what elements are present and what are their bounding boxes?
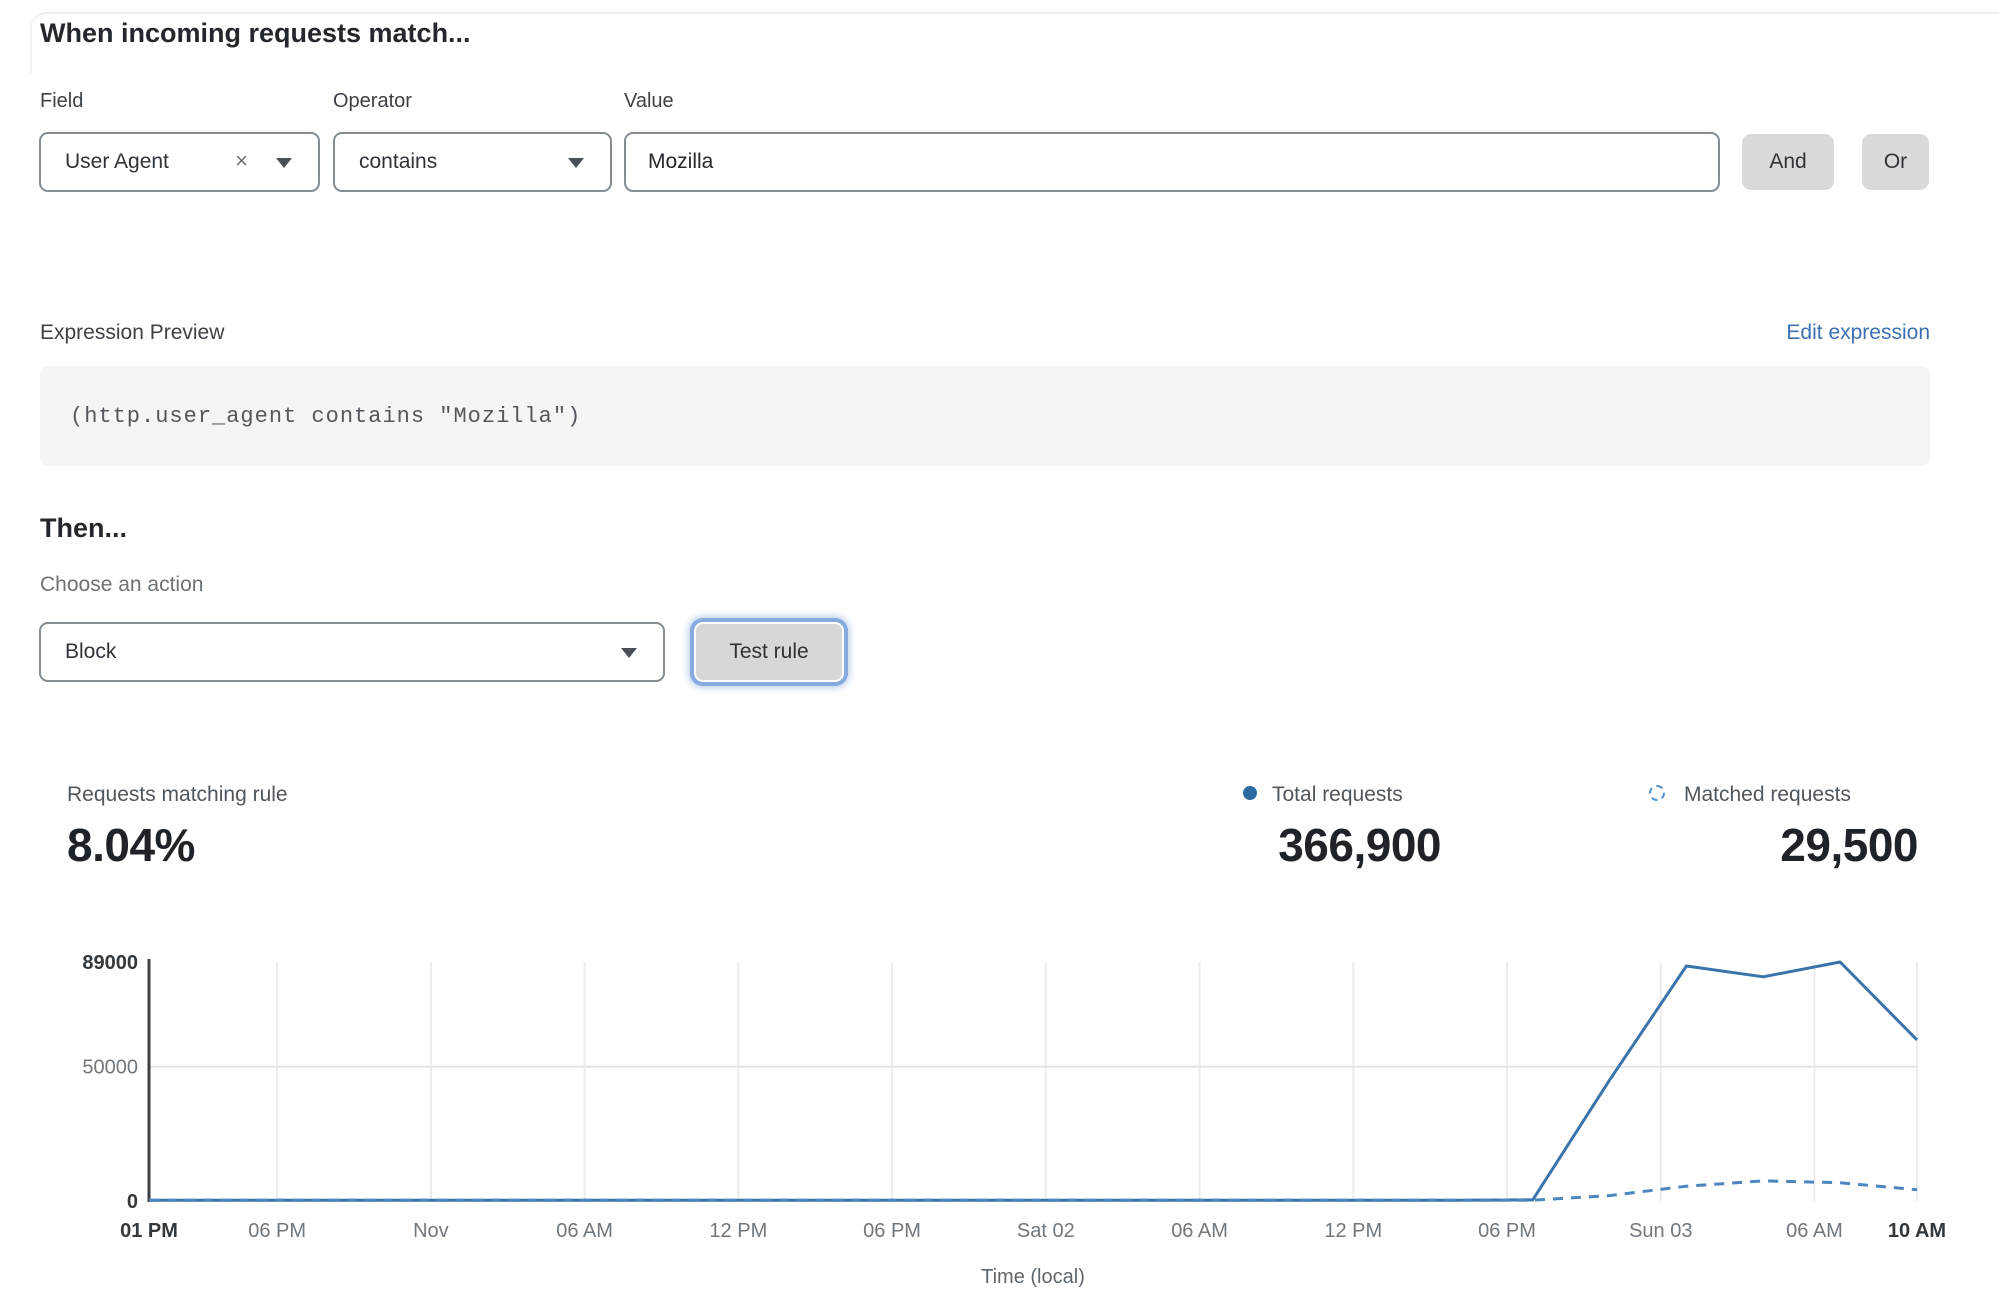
test-rule-button[interactable]: Test rule xyxy=(694,622,844,682)
x-tick-label: 06 AM xyxy=(1171,1220,1228,1242)
field-dropdown[interactable]: User Agent × xyxy=(39,132,320,192)
x-tick-label: 06 AM xyxy=(556,1220,613,1242)
series-solid xyxy=(149,960,1919,1202)
y-tick-label: 0 xyxy=(127,1191,138,1213)
total-requests-label: Total requests xyxy=(1272,783,1403,806)
chevron-down-icon xyxy=(621,648,637,658)
series-dashed xyxy=(149,1179,1918,1202)
expression-code: (http.user_agent contains "Mozilla") xyxy=(70,403,582,429)
x-tick-label: 06 PM xyxy=(863,1220,921,1242)
chevron-down-icon xyxy=(276,158,292,168)
matched-requests-value: 29,500 xyxy=(1780,819,1918,871)
x-tick-label: Sat 02 xyxy=(1017,1220,1075,1242)
x-tick-label: 06 AM xyxy=(1786,1220,1843,1242)
x-tick-label: 06 PM xyxy=(248,1220,306,1242)
card-top-border xyxy=(30,12,1999,74)
chevron-down-icon xyxy=(568,158,584,168)
y-tick-label: 50000 xyxy=(82,1057,138,1079)
x-tick-label: 12 PM xyxy=(709,1220,767,1242)
x-tick-label: Nov xyxy=(413,1220,449,1242)
matching-rule-label: Requests matching rule xyxy=(67,783,288,806)
edit-expression-link[interactable]: Edit expression xyxy=(1786,321,1930,344)
value-field-wrap xyxy=(624,132,1720,192)
operator-label: Operator xyxy=(333,90,412,112)
operator-dropdown-value: contains xyxy=(359,150,438,173)
matched-requests-legend-icon xyxy=(1649,785,1665,801)
y-tick-label: 89000 xyxy=(82,952,138,974)
then-heading: Then... xyxy=(40,513,127,543)
value-label: Value xyxy=(624,90,674,112)
x-axis-title: Time (local) xyxy=(981,1266,1085,1288)
matching-rule-value: 8.04% xyxy=(67,819,195,871)
x-tick-label: Sun 03 xyxy=(1629,1220,1692,1242)
field-label: Field xyxy=(40,90,84,112)
page-title: When incoming requests match... xyxy=(40,18,471,48)
operator-dropdown[interactable]: contains xyxy=(333,132,612,192)
x-tick-label: 10 AM xyxy=(1888,1220,1946,1242)
action-dropdown-value: Block xyxy=(65,640,117,663)
requests-chart: 0 50000 89000 01 PM 06 PM Nov 06 AM 12 PM 06 PM S… xyxy=(82,952,1946,1288)
x-tick-label: 12 PM xyxy=(1324,1220,1382,1242)
x-tick-label: 06 PM xyxy=(1478,1220,1536,1242)
expression-preview-box: (http.user_agent contains "Mozilla") xyxy=(40,366,1930,466)
expression-preview-label: Expression Preview xyxy=(40,321,225,344)
matched-requests-label: Matched requests xyxy=(1684,783,1851,806)
and-button[interactable]: And xyxy=(1742,134,1834,190)
total-requests-legend-icon xyxy=(1243,786,1257,800)
x-tick-label: 01 PM xyxy=(120,1220,178,1242)
total-requests-value: 366,900 xyxy=(1278,819,1441,871)
value-input[interactable] xyxy=(624,132,1720,192)
choose-action-label: Choose an action xyxy=(40,573,204,596)
action-dropdown[interactable]: Block xyxy=(39,622,665,682)
or-button[interactable]: Or xyxy=(1862,134,1929,190)
clear-field-icon[interactable]: × xyxy=(235,148,248,173)
field-dropdown-value: User Agent xyxy=(65,150,169,173)
